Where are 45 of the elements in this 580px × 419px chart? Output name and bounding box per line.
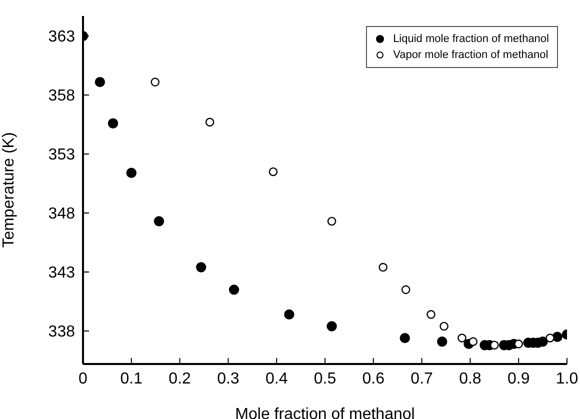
x-tick-label: 0.1 bbox=[120, 370, 143, 388]
point bbox=[514, 340, 523, 348]
point bbox=[94, 76, 106, 88]
point bbox=[126, 168, 136, 178]
point bbox=[154, 216, 164, 226]
x-tick-label: 0.6 bbox=[362, 370, 385, 388]
y-tick-label: 343 bbox=[48, 264, 76, 282]
y-tick-label: 338 bbox=[48, 324, 76, 341]
point bbox=[546, 334, 554, 342]
point bbox=[196, 262, 206, 272]
y-tick-label: 348 bbox=[48, 206, 76, 223]
point bbox=[490, 340, 499, 350]
y-tick-label: 358 bbox=[48, 88, 76, 105]
legend-label: Vapor mole fraction of methanol bbox=[393, 48, 548, 63]
point bbox=[228, 284, 240, 295]
x-tick-label: 0.7 bbox=[410, 370, 434, 388]
x-tick-label: 0.8 bbox=[459, 370, 482, 388]
point bbox=[400, 332, 410, 344]
x-axis-title: Mole fraction of methanol bbox=[235, 406, 415, 419]
y-tick-label: 363 bbox=[48, 28, 76, 46]
point bbox=[426, 310, 436, 319]
point bbox=[326, 321, 337, 332]
point bbox=[437, 336, 448, 347]
x-tick-label: 0.9 bbox=[507, 370, 530, 388]
y-axis-title: Temperature (K) bbox=[0, 132, 18, 248]
point bbox=[538, 336, 548, 347]
x-tick-label: 1.0 bbox=[556, 370, 578, 388]
point bbox=[205, 118, 214, 127]
x-tick-label: 0.5 bbox=[314, 370, 336, 388]
x-tick-label: 0.4 bbox=[265, 370, 288, 388]
legend-label: Liquid mole fraction of methanol bbox=[393, 32, 549, 47]
point bbox=[327, 216, 336, 226]
point bbox=[440, 322, 448, 331]
x-tick-label: 0.2 bbox=[168, 370, 192, 388]
y-tick-label: 353 bbox=[48, 146, 76, 164]
point bbox=[284, 309, 294, 320]
x-tick-label: 0.3 bbox=[217, 370, 240, 388]
point bbox=[150, 78, 160, 86]
point bbox=[458, 334, 466, 342]
x-tick-label: 0 bbox=[78, 370, 88, 388]
point bbox=[378, 262, 388, 272]
point bbox=[108, 118, 118, 128]
point bbox=[468, 337, 478, 346]
point bbox=[268, 167, 278, 176]
point bbox=[401, 285, 410, 294]
